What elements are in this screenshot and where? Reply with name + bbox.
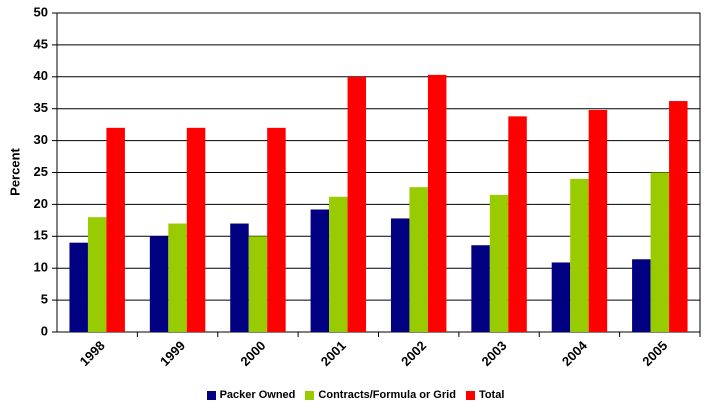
bar — [588, 109, 608, 332]
legend-swatch — [305, 390, 315, 400]
y-tick-label: 20 — [34, 196, 48, 211]
bar — [632, 259, 651, 332]
y-tick-label: 40 — [34, 68, 48, 83]
bar — [149, 236, 169, 332]
x-tick-label: 2005 — [639, 338, 670, 369]
legend-label: Contracts/Formula or Grid — [318, 389, 456, 401]
bar — [329, 196, 348, 332]
bar — [310, 209, 330, 332]
legend-swatch — [465, 390, 475, 400]
chart: Percent 0 5 10 15 20 25 30 35 40 45 50 1998 1999 2000… — [7, 4, 701, 369]
bar — [551, 262, 571, 332]
bar — [409, 187, 428, 332]
bar — [489, 194, 509, 332]
y-tick-label: 5 — [41, 292, 48, 307]
bar — [508, 116, 527, 332]
y-tick-label: 10 — [34, 260, 48, 275]
bar — [87, 217, 107, 332]
y-tick-label: 30 — [34, 132, 48, 147]
legend-item: Total — [465, 389, 505, 401]
x-tick-label: 2000 — [237, 338, 268, 369]
y-axis-label: Percent — [7, 147, 22, 195]
legend-label: Total — [478, 389, 505, 401]
y-tick-label: 0 — [41, 323, 48, 338]
bar — [427, 74, 447, 333]
bar — [186, 127, 206, 332]
y-tick-label: 45 — [34, 36, 48, 51]
bar — [669, 101, 688, 332]
y-tick-label: 35 — [34, 100, 48, 115]
bar — [248, 236, 268, 332]
x-tick-label: 2003 — [479, 338, 510, 369]
legend-swatch — [206, 390, 216, 400]
x-tick-label: 2001 — [318, 338, 349, 369]
y-tick-label: 25 — [34, 164, 48, 179]
x-tick-label: 1999 — [157, 338, 188, 369]
bar — [267, 127, 286, 332]
y-tick-label: 50 — [34, 4, 48, 19]
bar — [230, 223, 249, 332]
bar — [390, 218, 410, 332]
bar — [570, 178, 589, 332]
x-tick-label: 1998 — [77, 338, 108, 369]
bar — [168, 223, 187, 332]
x-tick-label: 2002 — [398, 338, 429, 369]
bar — [347, 76, 367, 332]
bar — [471, 245, 490, 332]
legend-label: Packer Owned — [219, 389, 296, 401]
legend-item: Packer Owned — [206, 389, 296, 401]
bar — [106, 127, 125, 332]
bar — [69, 242, 88, 332]
x-tick-label: 2004 — [559, 337, 591, 369]
y-tick-label: 15 — [34, 228, 48, 243]
bar — [650, 172, 670, 332]
legend-item: Contracts/Formula or Grid — [305, 389, 456, 401]
legend: Packer Owned Contracts/Formula or Grid Tot… — [0, 389, 711, 401]
